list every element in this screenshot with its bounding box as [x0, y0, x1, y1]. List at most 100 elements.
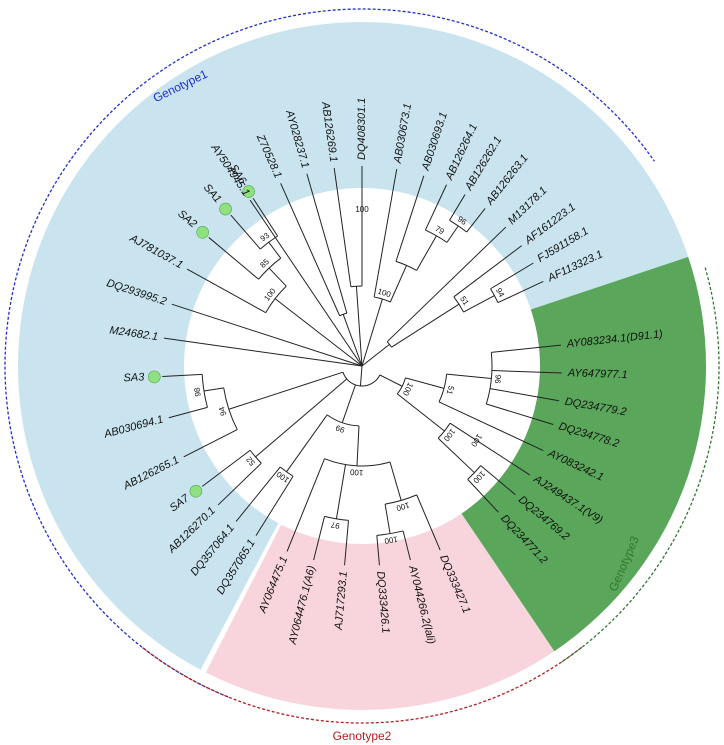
- sample-marker: [196, 226, 209, 239]
- branch-line: [341, 384, 356, 423]
- branch-line: [230, 214, 261, 250]
- branch-line: [313, 516, 325, 561]
- branch-line: [274, 298, 363, 367]
- bootstrap-value: 94: [217, 405, 228, 417]
- leaf-label: AY647977.1: [567, 367, 628, 381]
- branch-arc: [376, 530, 404, 536]
- branch-line: [342, 314, 363, 367]
- branch-line: [361, 343, 390, 367]
- sample-marker: [219, 202, 232, 216]
- branch-line: [446, 225, 459, 243]
- bootstrap-value: 99: [334, 423, 346, 435]
- leaf-label: DQ408301.1: [356, 98, 368, 160]
- branch-line: [438, 401, 544, 451]
- leaf-label: DQ333426.1: [374, 571, 391, 634]
- branch-line: [163, 337, 363, 367]
- bootstrap-value: 100: [377, 287, 393, 300]
- bootstrap-value: 98: [192, 386, 202, 397]
- branch-line: [416, 235, 437, 271]
- branch-arc: [386, 341, 392, 348]
- g2-arc: [141, 646, 583, 724]
- branch-line: [379, 374, 403, 387]
- bootstrap-value: 100: [355, 205, 369, 214]
- branch-line: [480, 465, 516, 495]
- g1-sector: [167, 22, 689, 310]
- branch-line: [361, 298, 383, 367]
- branch-line: [280, 183, 341, 316]
- branch-line: [168, 406, 208, 419]
- branch-line: [356, 425, 360, 466]
- branch-line: [437, 437, 475, 474]
- branch-line: [402, 530, 411, 561]
- branch-arc: [437, 422, 451, 439]
- branch-line: [491, 344, 561, 353]
- branch-line: [424, 184, 447, 231]
- branch-line: [389, 461, 402, 501]
- sample-marker: [242, 185, 256, 198]
- bootstrap-value: 100: [401, 381, 415, 397]
- sample-markers: [147, 185, 256, 498]
- bootstrap-value: 100: [383, 534, 398, 545]
- branch-line: [463, 295, 495, 313]
- branch-line: [389, 265, 407, 303]
- branch-line: [446, 373, 492, 379]
- leaf-label: AJ717293.1: [333, 571, 350, 632]
- branch-arc: [485, 352, 493, 405]
- branch-line: [228, 371, 344, 410]
- sample-marker: [189, 484, 203, 498]
- branch-line: [453, 245, 523, 298]
- branch-line: [373, 168, 398, 298]
- bootstrap-value: 100: [441, 427, 457, 443]
- branch-line: [255, 378, 348, 458]
- g1-sector: [18, 56, 284, 670]
- g2-sector: [205, 513, 555, 710]
- branch-line: [470, 436, 531, 476]
- branch-line: [397, 393, 445, 432]
- bootstrap-value: 100: [262, 286, 278, 302]
- branch-line: [335, 464, 346, 519]
- branch-line: [395, 175, 425, 262]
- branch-line: [391, 303, 460, 348]
- genotype-sectors: [18, 22, 706, 710]
- branch-line: [491, 370, 562, 374]
- branch-arc: [324, 458, 391, 467]
- branch-line: [497, 281, 544, 304]
- branch-line: [416, 494, 441, 551]
- branch-line: [249, 199, 363, 367]
- branch-arc: [350, 285, 363, 288]
- branch-line: [186, 268, 267, 314]
- bootstrap-value: 100: [469, 432, 484, 449]
- tree-branches: [162, 166, 562, 566]
- branch-line: [286, 414, 328, 473]
- g2-title: Genotype2: [333, 729, 392, 743]
- branch-arc: [449, 219, 467, 233]
- branch-line: [449, 422, 472, 438]
- branch-line: [255, 475, 294, 536]
- branch-line: [486, 403, 554, 425]
- branch-line: [217, 462, 262, 506]
- branch-line: [489, 388, 560, 402]
- branch-line: [376, 535, 380, 566]
- genotype-arcs: [4, 8, 720, 724]
- branch-line: [201, 449, 251, 487]
- branch-arc: [265, 285, 287, 313]
- bootstrap-value: 100: [395, 500, 411, 513]
- branch-line: [466, 208, 486, 233]
- branch-line: [268, 267, 287, 287]
- branch-line: [235, 466, 281, 522]
- branch-line: [467, 479, 499, 513]
- bootstrap-value: 51: [445, 385, 456, 396]
- branch-line: [268, 241, 282, 259]
- leaf-label: SA3: [123, 371, 145, 384]
- branch-line: [405, 377, 445, 389]
- branch-line: [333, 167, 352, 287]
- bootstrap-value: 94: [494, 287, 506, 300]
- g1-arc: [4, 8, 655, 698]
- branch-line: [344, 520, 349, 566]
- branch-arc: [342, 372, 381, 387]
- branch-arc: [223, 387, 238, 430]
- bootstrap-value: 97: [330, 520, 341, 530]
- branch-line: [386, 226, 507, 343]
- branch-line: [286, 458, 326, 552]
